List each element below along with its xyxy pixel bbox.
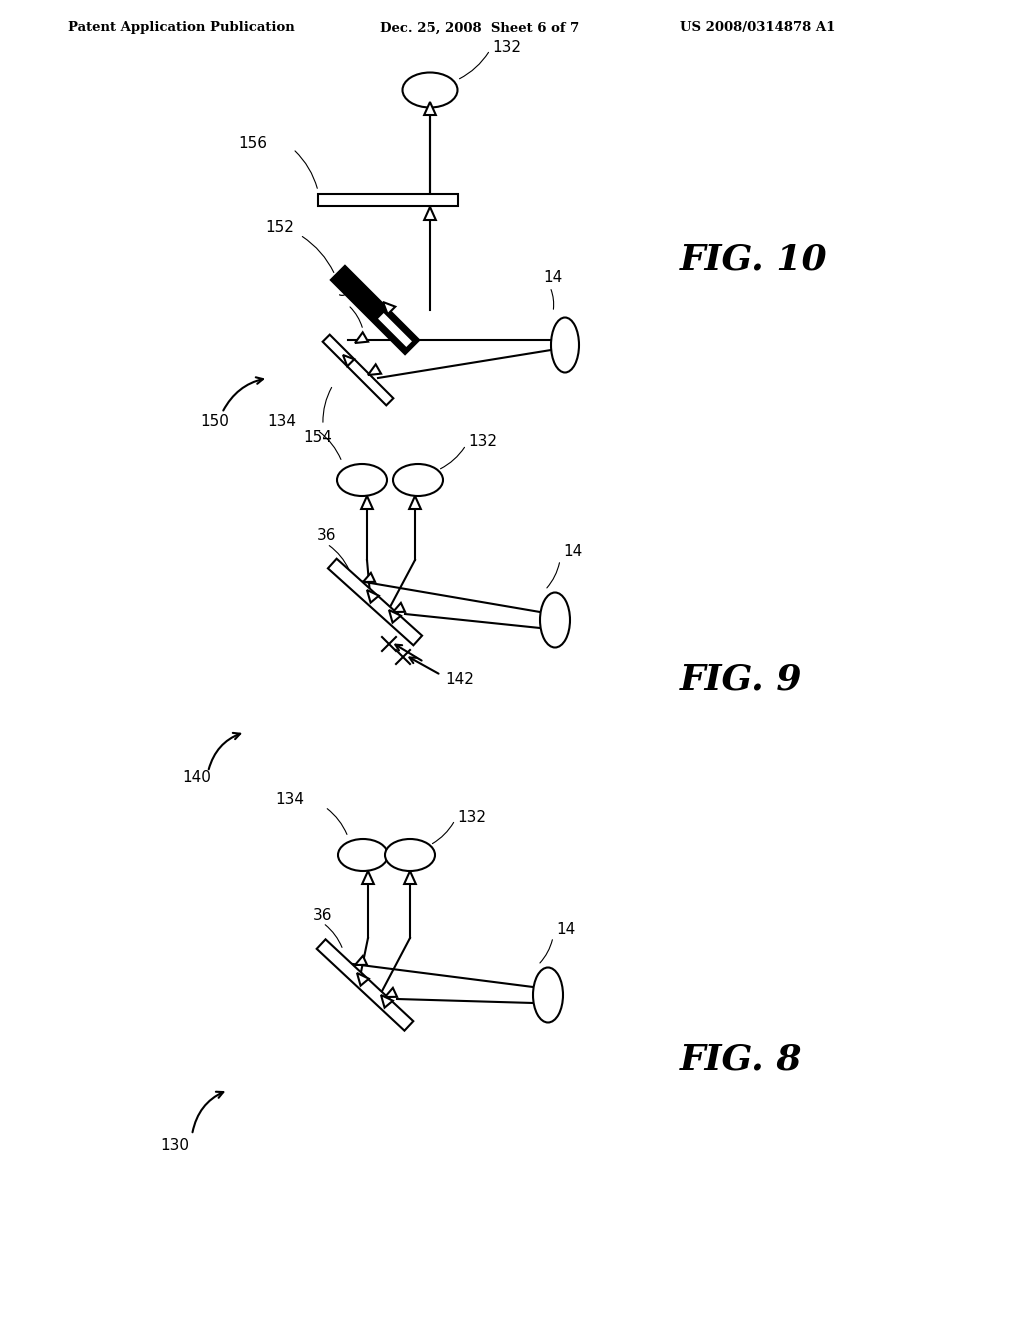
Polygon shape xyxy=(410,496,421,510)
Polygon shape xyxy=(316,940,414,1031)
Text: FIG. 8: FIG. 8 xyxy=(680,1043,803,1077)
Text: Dec. 25, 2008  Sheet 6 of 7: Dec. 25, 2008 Sheet 6 of 7 xyxy=(380,21,580,34)
Polygon shape xyxy=(357,973,369,986)
Ellipse shape xyxy=(540,593,570,648)
Text: 134: 134 xyxy=(275,792,304,808)
Text: 134: 134 xyxy=(267,414,296,429)
Text: 36: 36 xyxy=(313,908,333,923)
Text: 130: 130 xyxy=(160,1138,189,1152)
Text: 140: 140 xyxy=(182,771,211,785)
Ellipse shape xyxy=(534,968,563,1023)
Text: 152: 152 xyxy=(265,220,294,235)
Ellipse shape xyxy=(337,465,387,496)
Text: 132: 132 xyxy=(492,41,521,55)
Text: Patent Application Publication: Patent Application Publication xyxy=(68,21,295,34)
Text: 132: 132 xyxy=(468,434,497,450)
Text: FIG. 9: FIG. 9 xyxy=(680,663,803,697)
Ellipse shape xyxy=(402,73,458,107)
Polygon shape xyxy=(424,102,436,115)
Polygon shape xyxy=(361,496,373,510)
Text: 132: 132 xyxy=(457,809,486,825)
Polygon shape xyxy=(381,995,393,1007)
Polygon shape xyxy=(343,355,354,366)
Polygon shape xyxy=(404,871,416,884)
Text: FIG. 10: FIG. 10 xyxy=(680,243,827,277)
Polygon shape xyxy=(355,333,368,343)
Ellipse shape xyxy=(393,465,443,496)
Ellipse shape xyxy=(385,840,435,871)
Polygon shape xyxy=(362,871,374,884)
Polygon shape xyxy=(318,194,458,206)
Polygon shape xyxy=(368,364,381,375)
Polygon shape xyxy=(393,603,406,612)
Polygon shape xyxy=(355,956,367,965)
Text: 36: 36 xyxy=(317,528,337,544)
Text: 142: 142 xyxy=(445,672,474,686)
Text: 14: 14 xyxy=(563,544,583,560)
Polygon shape xyxy=(378,313,412,347)
Text: 14: 14 xyxy=(543,269,562,285)
Text: 36: 36 xyxy=(338,285,357,300)
Text: 156: 156 xyxy=(238,136,267,152)
Polygon shape xyxy=(424,207,436,220)
Polygon shape xyxy=(362,573,375,582)
Ellipse shape xyxy=(551,318,579,372)
Polygon shape xyxy=(331,265,419,354)
Ellipse shape xyxy=(338,840,388,871)
Text: 14: 14 xyxy=(556,921,575,936)
Polygon shape xyxy=(385,987,397,997)
Polygon shape xyxy=(328,558,422,645)
Polygon shape xyxy=(389,610,400,623)
Text: 154: 154 xyxy=(303,430,332,446)
Polygon shape xyxy=(323,335,393,405)
Text: US 2008/0314878 A1: US 2008/0314878 A1 xyxy=(680,21,836,34)
Polygon shape xyxy=(383,302,395,314)
Polygon shape xyxy=(367,590,379,603)
Text: 150: 150 xyxy=(200,414,229,429)
